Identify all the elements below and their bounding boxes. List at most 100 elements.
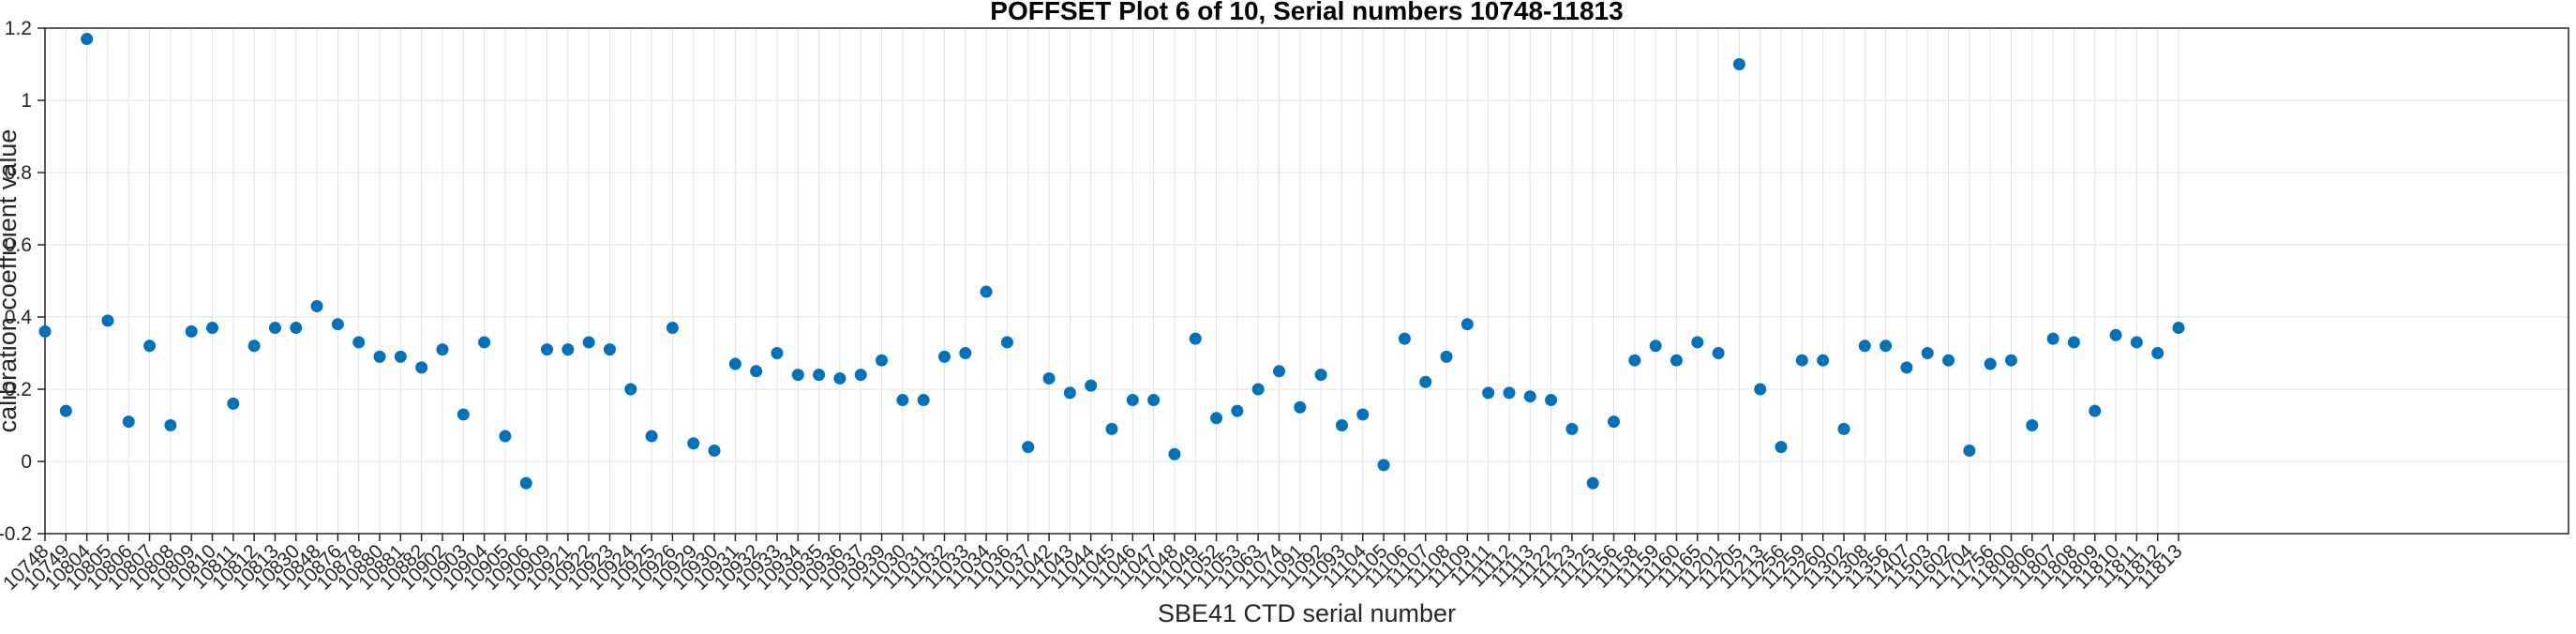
data-point <box>185 325 198 338</box>
data-point <box>1482 386 1495 400</box>
data-point <box>854 369 867 382</box>
y-tick-label: 0.4 <box>5 307 33 328</box>
data-point <box>1754 383 1767 396</box>
data-point <box>2089 404 2102 417</box>
data-point <box>1565 422 1579 435</box>
data-point <box>101 314 114 327</box>
data-point <box>1356 408 1370 421</box>
data-point <box>937 350 951 363</box>
data-point <box>1085 379 1098 392</box>
data-point <box>1545 394 1558 407</box>
data-point <box>1795 354 1808 367</box>
data-point <box>457 408 470 421</box>
y-axis-label: calibration coefficient value <box>0 129 22 433</box>
data-point <box>1398 332 1411 345</box>
data-point <box>164 419 177 431</box>
data-point <box>1314 369 1327 382</box>
data-point <box>2130 336 2143 349</box>
data-point <box>1042 371 1056 385</box>
data-point <box>1063 386 1076 400</box>
data-point <box>1126 394 1139 407</box>
data-point <box>666 322 679 335</box>
data-point <box>373 350 386 363</box>
y-tick-label: -0.2 <box>0 523 32 545</box>
data-point <box>1419 375 1432 388</box>
data-point <box>331 318 344 331</box>
data-point <box>499 430 512 443</box>
y-tick-label: 0 <box>21 451 32 473</box>
data-point <box>791 369 804 382</box>
x-axis-label: SBE41 CTD serial number <box>1158 599 1456 627</box>
data-point <box>1189 332 1202 345</box>
data-point <box>394 350 407 363</box>
y-tick-label: 0.2 <box>5 379 32 400</box>
grid-layer <box>44 27 2569 535</box>
data-point <box>708 444 721 457</box>
data-point <box>268 322 281 335</box>
data-point <box>1586 476 1599 490</box>
y-tick-label: 1.2 <box>5 18 32 39</box>
data-point <box>562 343 575 356</box>
data-point <box>415 361 428 374</box>
data-point <box>2067 336 2080 349</box>
data-point <box>1231 404 1244 417</box>
data-point <box>1377 459 1390 472</box>
data-point <box>980 285 993 298</box>
data-point <box>1963 444 1976 457</box>
data-point <box>1837 422 1850 435</box>
y-tick-label: 1 <box>21 90 32 112</box>
data-point <box>1921 347 1934 359</box>
data-point <box>59 404 72 417</box>
data-point <box>206 322 219 335</box>
data-point <box>1900 361 1913 374</box>
data-point <box>1105 422 1118 435</box>
data-point <box>1251 383 1265 396</box>
data-point <box>917 394 930 407</box>
data-point <box>2172 322 2185 335</box>
data-point <box>645 430 658 443</box>
data-point <box>310 299 323 312</box>
data-point <box>750 365 763 378</box>
data-point <box>603 343 616 356</box>
data-point <box>1440 350 1453 363</box>
data-point <box>1670 354 1683 367</box>
data-point <box>290 322 303 335</box>
data-point <box>1649 340 1662 353</box>
data-point <box>728 357 741 370</box>
data-point <box>1273 365 1286 378</box>
data-point <box>519 476 532 490</box>
data-points-layer <box>38 33 2185 490</box>
data-point <box>1210 412 1223 425</box>
data-point <box>1858 340 1871 353</box>
data-point <box>436 343 449 356</box>
data-point <box>1294 400 1307 414</box>
data-point <box>1147 394 1161 407</box>
data-point <box>959 347 972 359</box>
data-point <box>1460 318 1474 331</box>
data-point <box>624 383 637 396</box>
data-point <box>38 325 52 338</box>
axis-layer <box>37 27 2569 541</box>
data-point <box>1775 441 1788 454</box>
data-point <box>1503 386 1516 400</box>
data-point <box>227 397 240 410</box>
data-point <box>1628 354 1641 367</box>
data-point <box>687 437 700 450</box>
data-point <box>1817 354 1830 367</box>
data-point <box>1022 441 1035 454</box>
data-point <box>2004 354 2017 367</box>
data-point <box>1691 336 1704 349</box>
data-point <box>1335 419 1348 431</box>
data-point <box>1732 58 1745 70</box>
data-point <box>1712 347 1725 359</box>
data-point <box>478 336 491 349</box>
x-tick-labels: 1074810749108041080510806108071080810809… <box>0 540 2187 595</box>
data-point <box>247 340 261 353</box>
data-point <box>833 371 846 385</box>
data-point <box>2109 328 2122 341</box>
data-point <box>896 394 909 407</box>
y-tick-label: 0.6 <box>5 234 32 256</box>
data-point <box>143 340 157 353</box>
